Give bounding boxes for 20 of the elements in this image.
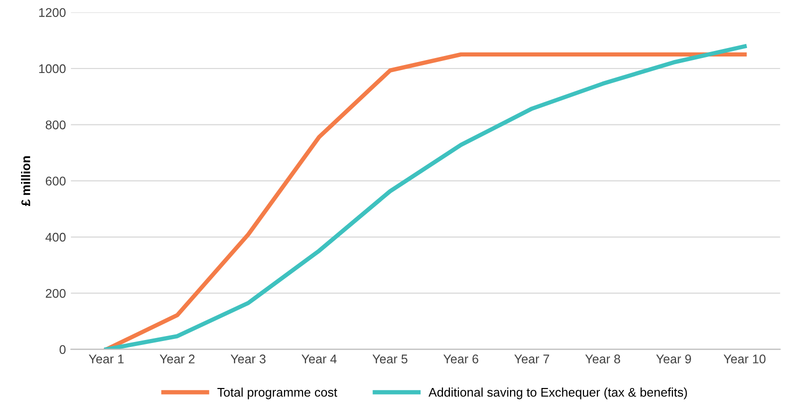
x-tick-label: Year 3: [230, 354, 266, 364]
x-tick-label: Year 10: [724, 354, 766, 364]
x-tick-label: Year 7: [514, 354, 550, 364]
y-tick-label: 800: [46, 120, 66, 130]
y-tick-label: 600: [46, 176, 66, 186]
y-tick-label: 1000: [39, 64, 66, 74]
y-tick-label: 0: [60, 345, 66, 354]
x-tick-label: Year 5: [372, 354, 408, 364]
y-tick-label: 200: [46, 288, 66, 298]
x-tick-label: Year 2: [160, 354, 195, 364]
x-tick-label: Year 9: [656, 354, 691, 364]
legend-label: Additional saving to Exchequer (tax & benefits): [428, 388, 687, 400]
x-tick-label: Year 6: [443, 354, 478, 364]
y-tick-label: 1200: [39, 8, 66, 17]
legend-label: Total programme cost: [217, 388, 338, 400]
x-tick-label: Year 8: [585, 354, 620, 364]
x-tick-label: Year 1: [88, 354, 124, 364]
x-tick-label: Year 4: [302, 354, 337, 364]
y-tick-label: 400: [45, 232, 66, 242]
y-axis-title: £ million: [21, 156, 30, 206]
